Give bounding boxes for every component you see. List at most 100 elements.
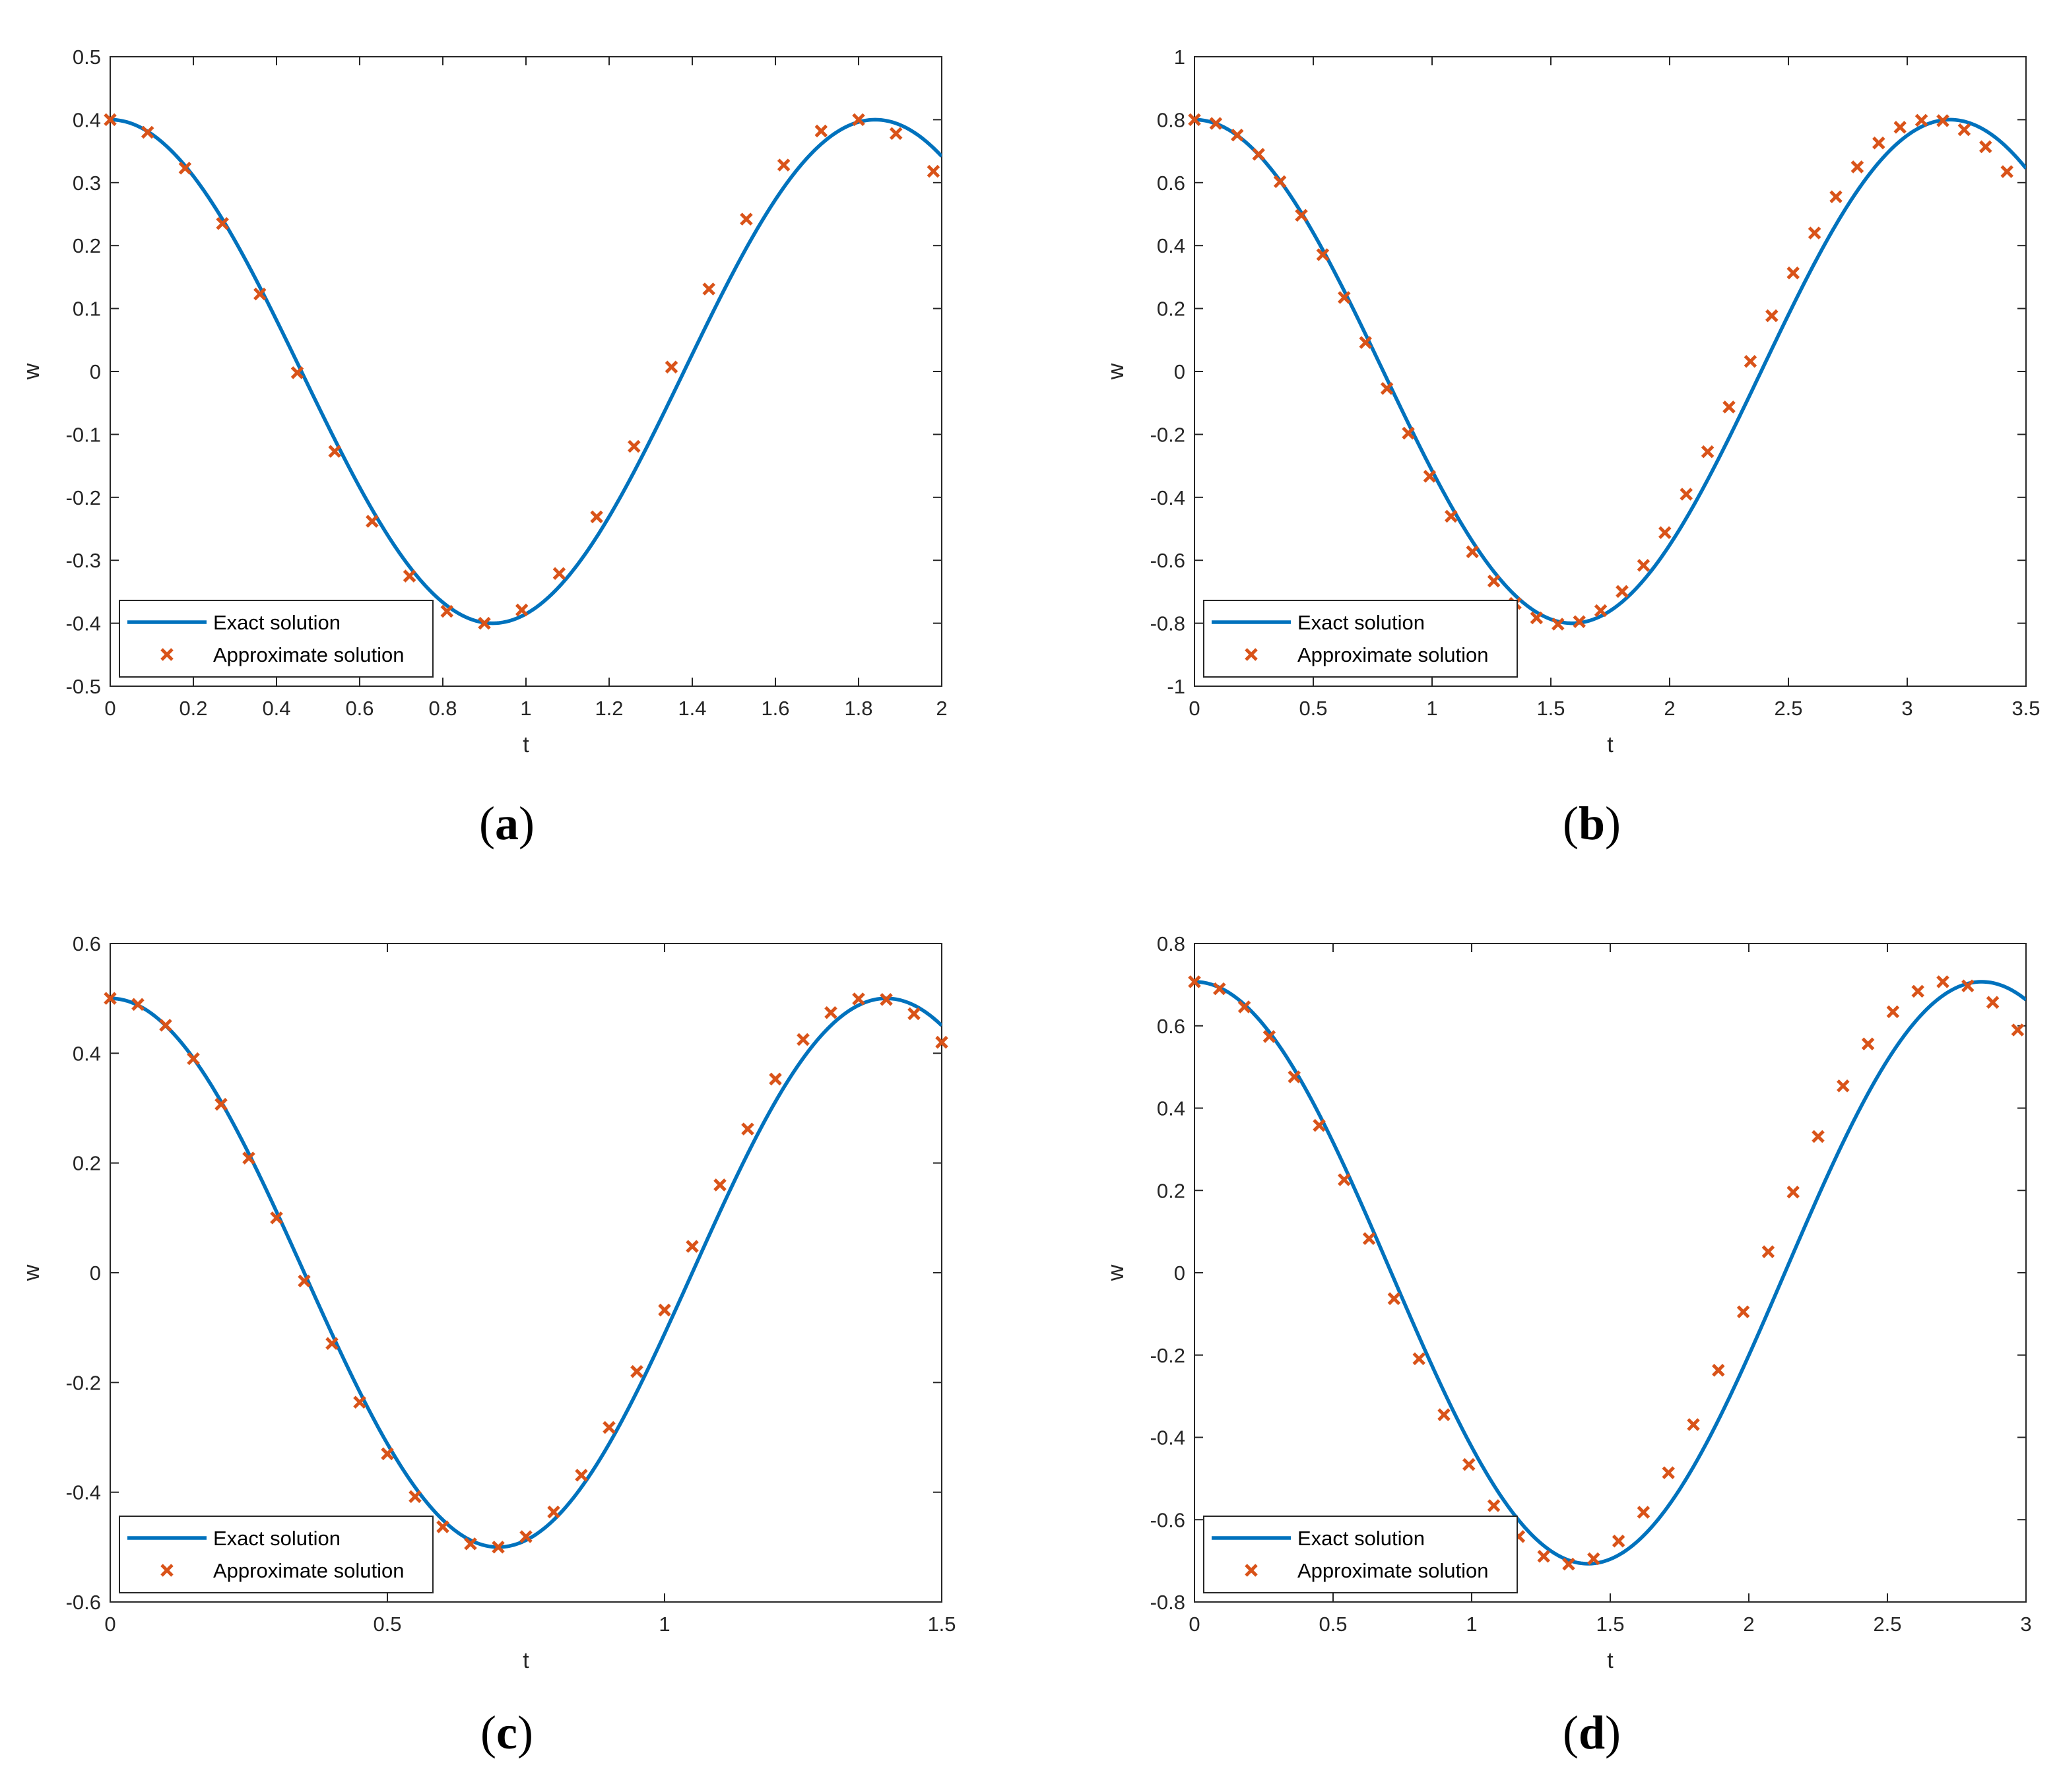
marker-stroke (1637, 559, 1650, 572)
legend-box (119, 1516, 434, 1593)
marker-stroke (436, 1520, 449, 1533)
legend-box (1203, 600, 1518, 678)
y-tick-label: -0.2 (1150, 423, 1185, 446)
marker-stroke (1786, 1185, 1800, 1199)
legend: Exact solution Approximate solution (1203, 600, 1518, 678)
legend-box (1203, 1516, 1518, 1593)
marker-stroke (552, 567, 566, 581)
y-tick-label: 0.4 (1157, 1097, 1185, 1120)
marker-stroke (409, 1490, 422, 1504)
approximate-solution-marker (880, 993, 893, 1006)
marker-stroke (590, 510, 603, 524)
approximate-solution-marker (1462, 1457, 1476, 1471)
marker-stroke (160, 1564, 174, 1577)
marker-stroke (1850, 160, 1864, 174)
marker-stroke (1712, 1364, 1725, 1377)
approximate-solution-marker (1262, 1030, 1276, 1043)
approximate-solution-marker (1872, 136, 1885, 150)
approximate-solution-marker (104, 992, 117, 1005)
y-tick-label: -0.5 (66, 675, 101, 698)
approximate-solution-marker (1316, 248, 1330, 261)
marker-stroke (1837, 1079, 1850, 1093)
approximate-solution-marker (159, 1019, 172, 1032)
x-axis-label: t (1607, 732, 1614, 757)
approximate-solution-marker (686, 1240, 699, 1253)
y-tick-label: -0.4 (1150, 486, 1185, 509)
y-tick-label: -0.2 (66, 1371, 101, 1394)
approximate-solution-marker (298, 1274, 311, 1288)
y-tick-label: -0.2 (66, 486, 101, 509)
legend-label-approx: Approximate solution (213, 643, 405, 666)
marker-stroke (1893, 121, 1907, 134)
x-tick-label: 1 (1426, 697, 1437, 720)
approximate-solution-marker (381, 1447, 394, 1461)
approximate-solution-marker (492, 1541, 505, 1554)
approximate-solution-marker (1402, 426, 1415, 440)
marker-stroke (2011, 1023, 2025, 1037)
approximate-solution-marker (769, 1072, 782, 1086)
marker-stroke (464, 1537, 477, 1551)
marker-stroke (665, 360, 678, 374)
marker-stroke (658, 1303, 671, 1317)
approximate-solution-marker (1213, 982, 1226, 996)
y-tick-label: 0.8 (1157, 932, 1185, 955)
approximate-solution-marker (1850, 160, 1864, 174)
approximate-solution-marker (824, 1006, 837, 1019)
marker-stroke (1914, 113, 1928, 127)
marker-stroke (1466, 545, 1479, 559)
marker-stroke (515, 603, 529, 617)
marker-stroke (686, 1240, 699, 1253)
approximate-solution-marker (1288, 1070, 1301, 1083)
x-tick-label: 1 (1466, 1613, 1477, 1636)
chart-panel-c: 0 0.5 1 1.5 -0.6 -0.4 -0.2 0 0.2 0.4 0.6 t w Exact so… (19, 932, 956, 1759)
y-tick-label: 0 (90, 360, 101, 383)
legend-label-approx: Approximate solution (1297, 643, 1489, 666)
approximate-solution-marker (1886, 1005, 1900, 1019)
approximate-solution-marker (713, 1178, 727, 1192)
marker-stroke (1701, 445, 1715, 459)
legend: Exact solution Approximate solution (1203, 1516, 1518, 1593)
approximate-solution-marker (1658, 526, 1672, 539)
approximate-solution-marker (1616, 585, 1629, 598)
approximate-solution-marker (1829, 190, 1843, 204)
marker-stroke (2000, 165, 2013, 178)
chart-panel-d: 0 0.5 1 1.5 2 2.5 3 -0.8 -0.6 -0.4 -0.2 0 0.2 0.4 0.6 0… (1103, 932, 2032, 1759)
marker-stroke (1412, 1352, 1425, 1366)
x-tick-label: 0 (1189, 1613, 1200, 1636)
marker-stroke (1961, 979, 1975, 993)
marker-stroke (547, 1505, 560, 1519)
approximate-solution-marker (1537, 1549, 1550, 1563)
approximate-solution-marker (1786, 266, 1800, 280)
approximate-solution-marker (1237, 1000, 1251, 1013)
legend-marker-swatch (160, 1564, 174, 1577)
marker-stroke (1380, 381, 1394, 395)
approximate-solution-marker (852, 992, 865, 1006)
marker-stroke (216, 217, 229, 230)
marker-stroke (325, 1337, 339, 1351)
approximate-solution-marker (1594, 604, 1608, 618)
marker-stroke (1872, 136, 1885, 150)
approximate-solution-marker (590, 510, 603, 524)
x-tick-label: 2 (936, 697, 947, 720)
approximate-solution-marker (464, 1537, 477, 1551)
approximate-solution-marker (1612, 1534, 1625, 1548)
marker-stroke (1313, 1118, 1326, 1132)
approximate-solution-marker (1273, 175, 1287, 189)
marker-stroke (159, 1019, 172, 1032)
x-tick-label: 0.6 (345, 697, 374, 720)
marker-stroke (1530, 611, 1544, 625)
approximate-solution-marker (1188, 113, 1201, 127)
marker-stroke (852, 113, 865, 127)
legend-marker-swatch (1245, 1564, 1258, 1577)
marker-stroke (366, 515, 379, 528)
marker-stroke (290, 366, 304, 379)
chart-panel-b: 0 0.5 1 1.5 2 2.5 3 3.5 -1 -0.8 -0.6 -0.4 -0.2 0 0.2 0.… (1103, 46, 2041, 850)
marker-stroke (777, 158, 791, 172)
approximate-solution-marker (1437, 1408, 1451, 1421)
x-tick-label: 0.5 (373, 1613, 401, 1636)
marker-stroke (740, 212, 753, 226)
marker-stroke (907, 1007, 921, 1021)
marker-stroke (1573, 615, 1586, 628)
approximate-solution-marker (1487, 1499, 1501, 1512)
y-tick-label: -0.6 (1150, 549, 1185, 572)
